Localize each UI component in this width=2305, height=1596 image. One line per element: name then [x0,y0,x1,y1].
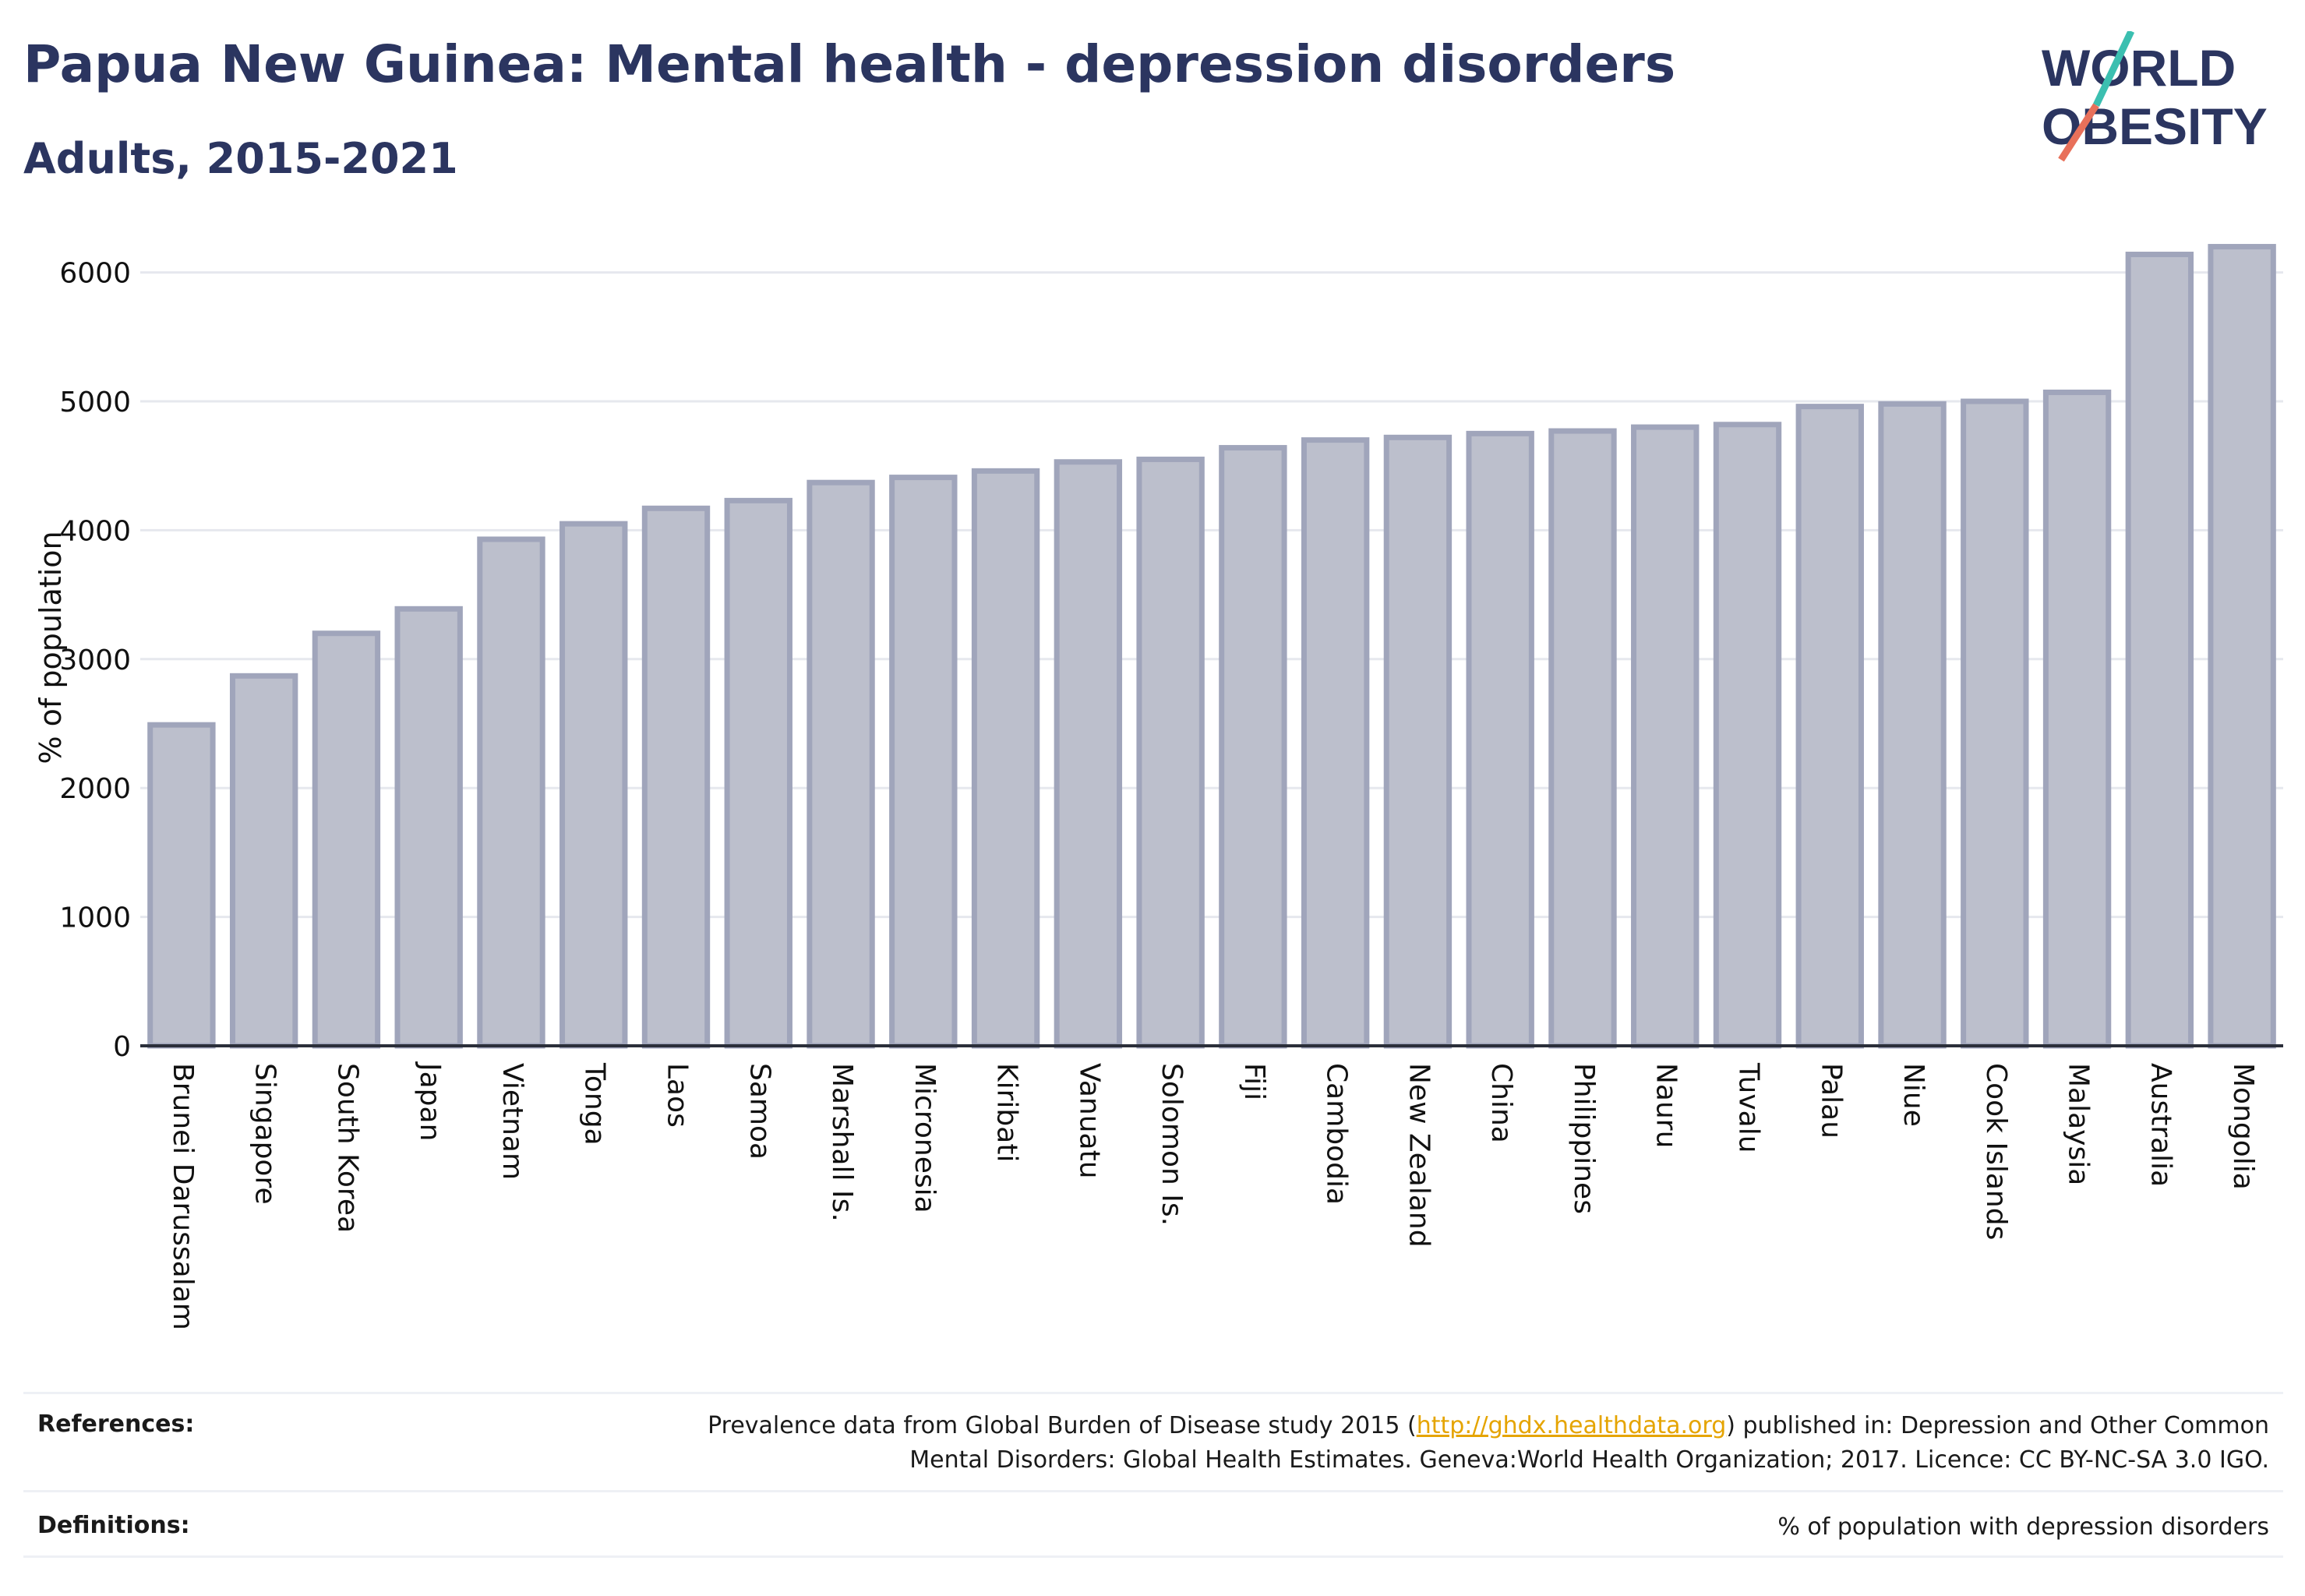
references-text-2: Mental Disorders: Global Health Estimate… [909,1446,2269,1474]
bar [641,505,711,1049]
footer-divider-top [23,1392,2283,1394]
x-tick-label: Marshall Is. [826,1063,858,1222]
y-axis-label: % of population [34,531,68,764]
x-tick-label: Vietnam [496,1063,528,1180]
x-tick-label: Fiji [1238,1063,1270,1100]
bar [1383,434,1453,1049]
references-row: References: Prevalence data from Global … [23,1409,2283,1487]
x-tick-label: Vanuatu [1073,1063,1105,1179]
x-tick-label: South Korea [331,1063,363,1233]
x-tick-label: Micronesia [909,1063,941,1213]
bar [1631,424,1700,1049]
y-tick-label: 6000 [59,258,131,290]
y-tick-label: 1000 [59,902,131,934]
bar [1219,445,1287,1049]
bar [1054,459,1123,1049]
x-tick-label: New Zealand [1403,1063,1435,1248]
bar [1136,456,1205,1049]
chart-title: Papua New Guinea: Mental health - depres… [23,34,1676,94]
y-tick-label: 5000 [59,387,131,418]
definitions-text: % of population with depression disorder… [1777,1513,2269,1541]
bar [1878,401,1947,1049]
references-text: Prevalence data from Global Burden of Di… [708,1409,2269,1478]
references-text-1b: ) published in: Depression and Other Com… [1726,1412,2269,1439]
bar [394,606,463,1049]
bar [2042,389,2112,1049]
bar [2208,244,2276,1049]
x-tick-label: Kiribati [991,1063,1023,1162]
x-tick-label: Cook Islands [1980,1063,2012,1240]
y-tick-label: 2000 [59,773,131,805]
x-tick-label: Tonga [579,1062,611,1146]
x-tick-label: Malaysia [2063,1063,2095,1185]
bar [724,497,792,1049]
bar [312,630,381,1049]
bar [229,673,298,1049]
bar [1466,430,1534,1049]
x-tick-label: Australia [2144,1063,2176,1187]
bar [971,468,1040,1049]
x-tick-labels: Brunei Darussalam Singapore South Korea Jap… [167,1061,2259,1330]
x-tick-label: Japan [414,1061,446,1141]
bar-chart: 0 1000 2000 3000 4000 5000 6000 Brunei Darussa… [34,244,2283,1330]
x-tick-label: Niue [1897,1063,1929,1127]
y-tick-label: 3000 [59,644,131,676]
x-tick-label: Tuvalu [1733,1062,1765,1153]
bar [477,536,545,1049]
bar [1795,404,1864,1049]
logo-line1: WORLD [2042,39,2236,97]
y-tick-labels: 0 1000 2000 3000 4000 5000 6000 [59,258,131,1063]
references-link[interactable]: http://ghdx.healthdata.org [1416,1412,1727,1439]
x-tick-label: Brunei Darussalam [167,1063,199,1330]
x-tick-label: Solomon Is. [1156,1063,1188,1226]
references-label: References: [37,1411,195,1438]
bar [1301,437,1370,1049]
references-text-1a: Prevalence data from Global Burden of Di… [708,1412,1417,1439]
x-tick-label: Samoa [743,1063,775,1160]
x-tick-label: Mongolia [2227,1063,2259,1190]
bar [2125,251,2194,1049]
definitions-label: Definitions: [37,1512,190,1539]
logo-teal-stroke [2092,30,2135,107]
bar [1713,422,1782,1049]
footer-divider-bottom [23,1555,2283,1558]
x-tick-label: Philippines [1568,1063,1600,1214]
x-tick-label: China [1485,1063,1517,1143]
bar [807,479,875,1049]
bar [889,475,958,1049]
y-tick-label: 4000 [59,515,131,547]
x-tick-label: Laos [662,1063,694,1128]
bar [1961,398,2029,1049]
x-tick-label: Palau [1815,1063,1847,1139]
bar [147,722,216,1049]
x-tick-label: Singapore [249,1063,281,1205]
definitions-row: Definitions: % of population with depres… [23,1510,2283,1549]
logo-coral-stroke [2058,103,2099,162]
x-tick-label: Cambodia [1321,1063,1353,1205]
y-tick-label: 0 [113,1031,131,1063]
bars [147,244,2276,1049]
world-obesity-logo: WORLD OBESITY [2026,30,2283,171]
x-tick-label: Nauru [1650,1063,1682,1148]
bar [1548,428,1617,1049]
chart-subtitle: Adults, 2015-2021 [23,134,458,183]
footer-divider-mid [23,1490,2283,1492]
bar [559,521,628,1049]
